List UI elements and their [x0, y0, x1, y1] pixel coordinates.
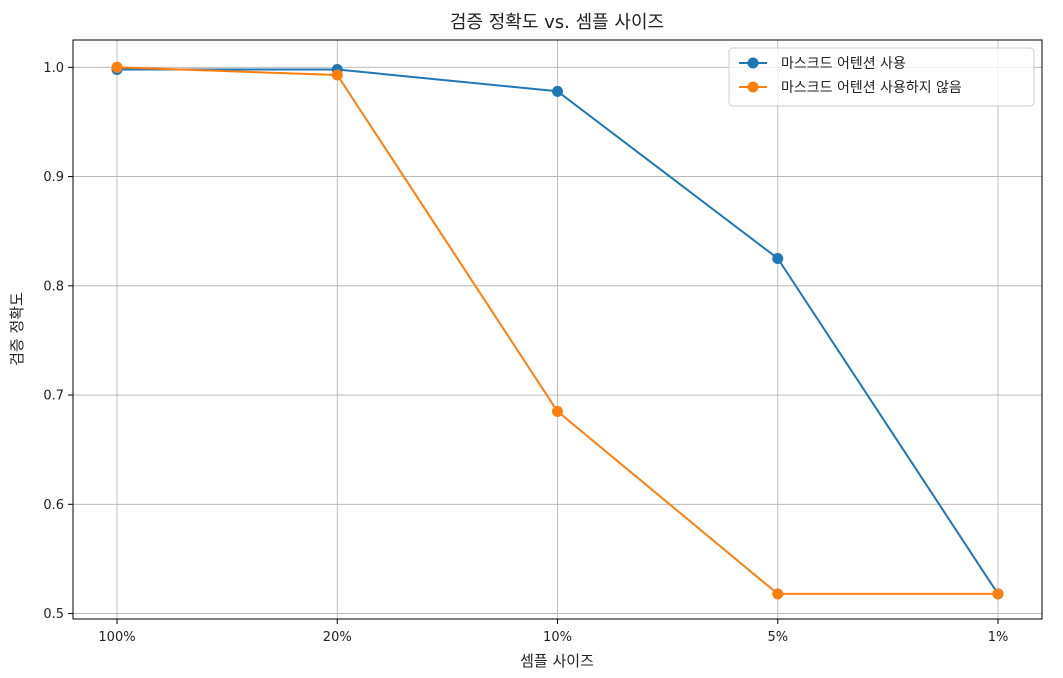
- series-2-point: [552, 405, 563, 417]
- x-axis-title: 셈플 사이즈: [520, 652, 594, 670]
- x-tick-label: 20%: [323, 630, 352, 645]
- x-tick-label: 5%: [767, 630, 788, 645]
- y-tick-label: 0.9: [43, 170, 64, 185]
- legend-label-2: 마스크드 어텐션 사용하지 않음: [781, 80, 962, 96]
- legend-label-1: 마스크드 어텐션 사용: [781, 56, 906, 72]
- series-2-point: [992, 588, 1004, 600]
- y-tick-label: 0.7: [43, 389, 64, 404]
- series-2-point: [111, 61, 123, 73]
- x-tick-label: 10%: [543, 630, 572, 645]
- y-tick-label: 1.0: [43, 61, 64, 76]
- x-tick-label: 100%: [98, 630, 135, 645]
- axis-ticks: 100% 20% 10% 5% 1% 0.5 0.6 0.7 0.8 0.9 1.0: [43, 61, 1008, 645]
- y-tick-label: 0.8: [43, 279, 64, 294]
- series-group: [111, 61, 1004, 600]
- legend-box: [728, 47, 1035, 107]
- y-axis-title: 검증 정확도: [8, 292, 26, 366]
- series-1-point: [552, 85, 563, 97]
- series-1-point: [772, 252, 784, 264]
- legend-marker-2: [747, 81, 759, 93]
- y-tick-label: 0.5: [43, 607, 64, 622]
- y-tick-label: 0.6: [43, 498, 64, 513]
- series-2-point: [772, 588, 784, 600]
- chart-title: 검증 정확도 vs. 셈플 사이즈: [450, 12, 664, 33]
- series-2-point: [331, 69, 343, 81]
- legend-marker-1: [747, 57, 759, 69]
- x-tick-label: 1%: [988, 630, 1009, 645]
